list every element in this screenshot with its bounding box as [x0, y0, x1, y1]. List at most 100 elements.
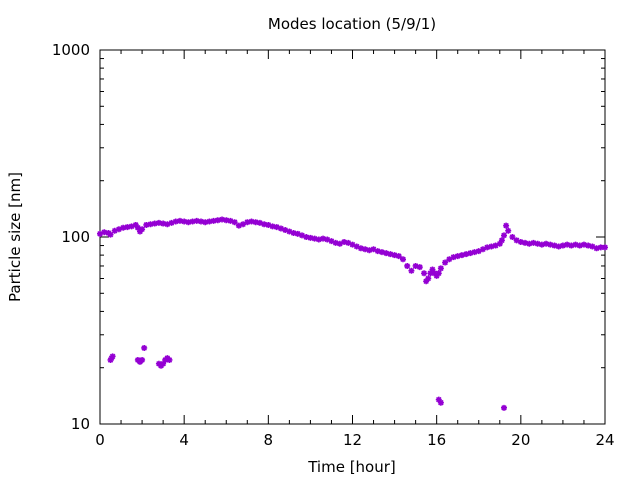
- data-point: [269, 223, 276, 230]
- data-point: [345, 239, 352, 246]
- data-point: [134, 224, 141, 231]
- data-point: [282, 227, 289, 234]
- data-point: [176, 217, 183, 224]
- axis-tick-labels: 0 4 8 12 16 20 24 10 100 1000: [52, 41, 615, 449]
- data-point: [555, 243, 562, 250]
- data-point: [193, 217, 200, 224]
- data-point: [374, 248, 381, 255]
- data-point: [353, 243, 360, 250]
- data-point: [425, 275, 432, 282]
- data-point: [111, 227, 118, 234]
- data-point: [198, 218, 204, 225]
- data-point: [408, 267, 415, 274]
- data-point: [141, 344, 148, 351]
- data-point: [132, 221, 139, 228]
- chart-title: Modes location (5/9/1): [268, 15, 436, 33]
- data-point: [303, 234, 310, 240]
- data-point: [412, 262, 419, 269]
- data-point: [400, 256, 406, 263]
- data-point: [362, 246, 369, 253]
- data-point: [513, 237, 520, 244]
- data-point: [526, 240, 533, 247]
- data-point: [115, 226, 122, 233]
- data-point: [231, 219, 238, 226]
- data-point: [597, 244, 604, 251]
- data-point: [101, 229, 108, 236]
- data-point: [534, 240, 541, 247]
- data-point: [463, 251, 470, 258]
- axis-ticks: [99, 49, 606, 425]
- y-tick-label: 10: [71, 415, 90, 433]
- data-point: [427, 270, 434, 277]
- x-tick-label: 12: [343, 431, 362, 449]
- data-point: [471, 249, 478, 256]
- data-point: [517, 239, 524, 246]
- data-point: [543, 240, 550, 247]
- data-point: [128, 223, 135, 230]
- data-point: [202, 219, 209, 226]
- data-point: [240, 221, 247, 228]
- data-point: [479, 246, 486, 253]
- data-point: [496, 240, 503, 247]
- data-point: [147, 221, 154, 228]
- data-point: [357, 245, 364, 252]
- data-point: [336, 240, 343, 247]
- data-point: [589, 243, 596, 250]
- data-point: [503, 222, 510, 229]
- y-axis-label: Particle size [nm]: [6, 172, 24, 302]
- data-point: [219, 216, 226, 223]
- data-point: [530, 239, 537, 246]
- data-point: [120, 224, 127, 231]
- data-point: [256, 219, 263, 226]
- data-point: [223, 217, 230, 224]
- data-point: [435, 396, 442, 403]
- data-point: [437, 265, 444, 272]
- y-tick-label: 1000: [52, 41, 90, 59]
- data-point: [299, 232, 305, 239]
- data-point: [378, 249, 385, 256]
- data-point: [244, 219, 251, 226]
- x-tick-label: 16: [427, 431, 446, 449]
- data-point: [151, 220, 158, 227]
- data-point: [155, 219, 162, 226]
- data-point: [107, 231, 114, 238]
- data-point: [431, 270, 438, 277]
- data-point: [435, 270, 442, 277]
- data-point: [160, 360, 167, 367]
- data-point: [349, 241, 356, 248]
- data-point: [210, 217, 217, 224]
- data-point: [332, 239, 339, 246]
- data-point: [547, 241, 554, 248]
- data-point: [498, 237, 505, 244]
- data-point: [261, 221, 268, 228]
- data-point: [446, 256, 453, 263]
- data-point: [416, 264, 423, 271]
- data-point: [172, 218, 179, 225]
- data-point: [564, 241, 571, 248]
- data-point: [189, 218, 196, 225]
- data-point: [423, 278, 430, 285]
- x-tick-label: 8: [264, 431, 274, 449]
- data-point: [366, 247, 373, 254]
- data-point: [475, 248, 482, 255]
- data-point: [124, 224, 131, 231]
- data-point: [248, 218, 255, 225]
- data-point: [235, 222, 242, 229]
- data-point: [488, 243, 495, 250]
- data-point: [387, 251, 394, 258]
- data-point: [505, 227, 512, 234]
- data-point: [551, 242, 558, 249]
- data-point: [580, 241, 587, 248]
- data-point: [501, 232, 507, 239]
- data-point: [433, 272, 440, 279]
- data-point: [458, 252, 465, 259]
- data-point: [227, 217, 234, 224]
- data-point: [277, 225, 284, 232]
- data-point: [181, 218, 188, 225]
- data-point: [341, 239, 348, 246]
- data-point: [168, 219, 175, 226]
- data-point: [450, 254, 457, 261]
- data-point: [437, 399, 444, 406]
- data-point: [602, 244, 608, 251]
- x-tick-label: 0: [95, 431, 105, 449]
